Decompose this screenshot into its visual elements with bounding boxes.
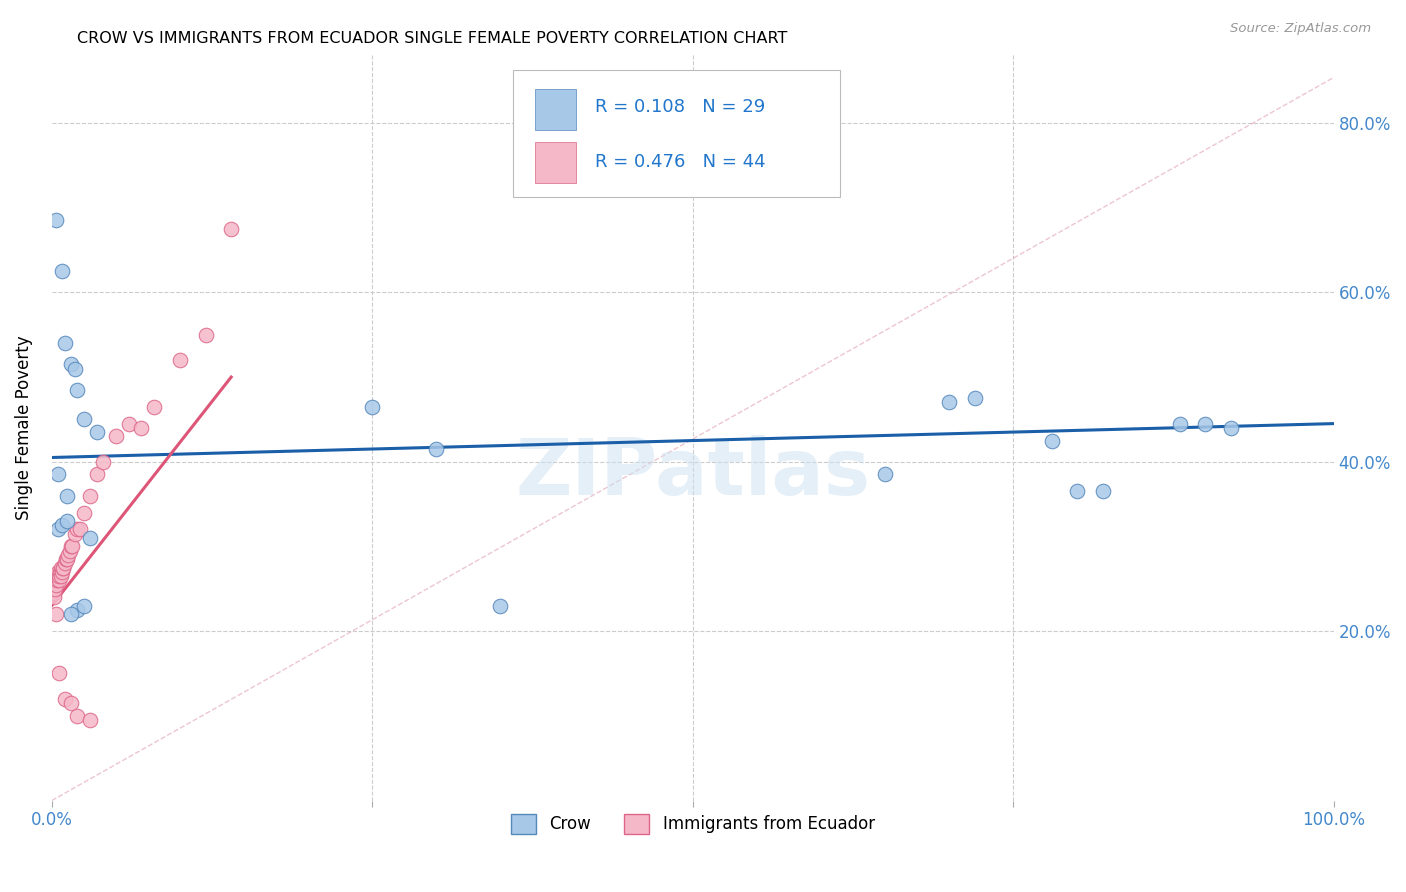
Point [194,327,217,342]
Text: R = 0.476   N = 44: R = 0.476 N = 44 [595,153,766,170]
Point [49,565,72,579]
Point [59,696,82,710]
Point [44,582,66,596]
Text: ZIPatlas: ZIPatlas [515,434,870,510]
Point [45,213,67,227]
Point [45,607,67,622]
FancyBboxPatch shape [513,70,841,197]
Point [55,552,77,566]
Point [51,565,73,579]
Point [1066,484,1088,499]
Point [52,560,75,574]
Point [1220,421,1243,435]
Point [46,523,69,537]
Point [1040,434,1063,448]
Text: R = 0.108   N = 29: R = 0.108 N = 29 [595,98,765,116]
Point [963,391,986,405]
Point [143,400,166,414]
Point [86,425,108,439]
Point [59,357,82,371]
Point [45,577,67,591]
Point [489,599,512,613]
Point [53,557,76,571]
Point [361,400,384,414]
Point [73,599,96,613]
Point [44,591,66,605]
Point [49,569,72,583]
Point [51,264,73,278]
Legend: Crow, Immigrants from Ecuador: Crow, Immigrants from Ecuador [505,807,882,840]
Point [48,666,70,681]
Y-axis label: Single Female Poverty: Single Female Poverty [15,335,32,520]
Point [86,467,108,482]
Point [56,489,79,503]
Point [48,574,70,588]
Point [169,353,191,368]
Point [1168,417,1191,431]
Text: CROW VS IMMIGRANTS FROM ECUADOR SINGLE FEMALE POVERTY CORRELATION CHART: CROW VS IMMIGRANTS FROM ECUADOR SINGLE F… [77,31,787,46]
Point [66,523,89,537]
Point [1091,484,1114,499]
Point [118,417,141,431]
Point [219,221,242,235]
Point [53,692,76,706]
Point [59,543,82,558]
Point [131,421,153,435]
Point [66,709,89,723]
Point [79,489,101,503]
Point [46,467,69,482]
Point [79,713,101,727]
Point [51,560,73,574]
Point [73,412,96,426]
Point [46,569,69,583]
Point [91,455,114,469]
Point [873,467,896,482]
Point [42,586,65,600]
Point [1194,417,1216,431]
Point [51,518,73,533]
Point [48,569,70,583]
Text: Source: ZipAtlas.com: Source: ZipAtlas.com [1230,22,1371,36]
Point [60,540,83,554]
Point [45,574,67,588]
Point [66,603,89,617]
Point [73,506,96,520]
Point [58,548,80,562]
Point [63,361,86,376]
Point [104,429,127,443]
FancyBboxPatch shape [536,88,576,129]
Point [63,526,86,541]
Point [59,540,82,554]
Point [52,560,75,574]
Point [46,565,69,579]
Point [66,383,89,397]
Point [425,442,447,456]
Point [938,395,960,409]
Point [56,514,79,528]
Point [53,336,76,351]
Point [56,552,79,566]
Point [59,607,82,622]
FancyBboxPatch shape [536,143,576,184]
Point [69,523,91,537]
Point [45,574,67,588]
Point [79,531,101,545]
Point [42,577,65,591]
